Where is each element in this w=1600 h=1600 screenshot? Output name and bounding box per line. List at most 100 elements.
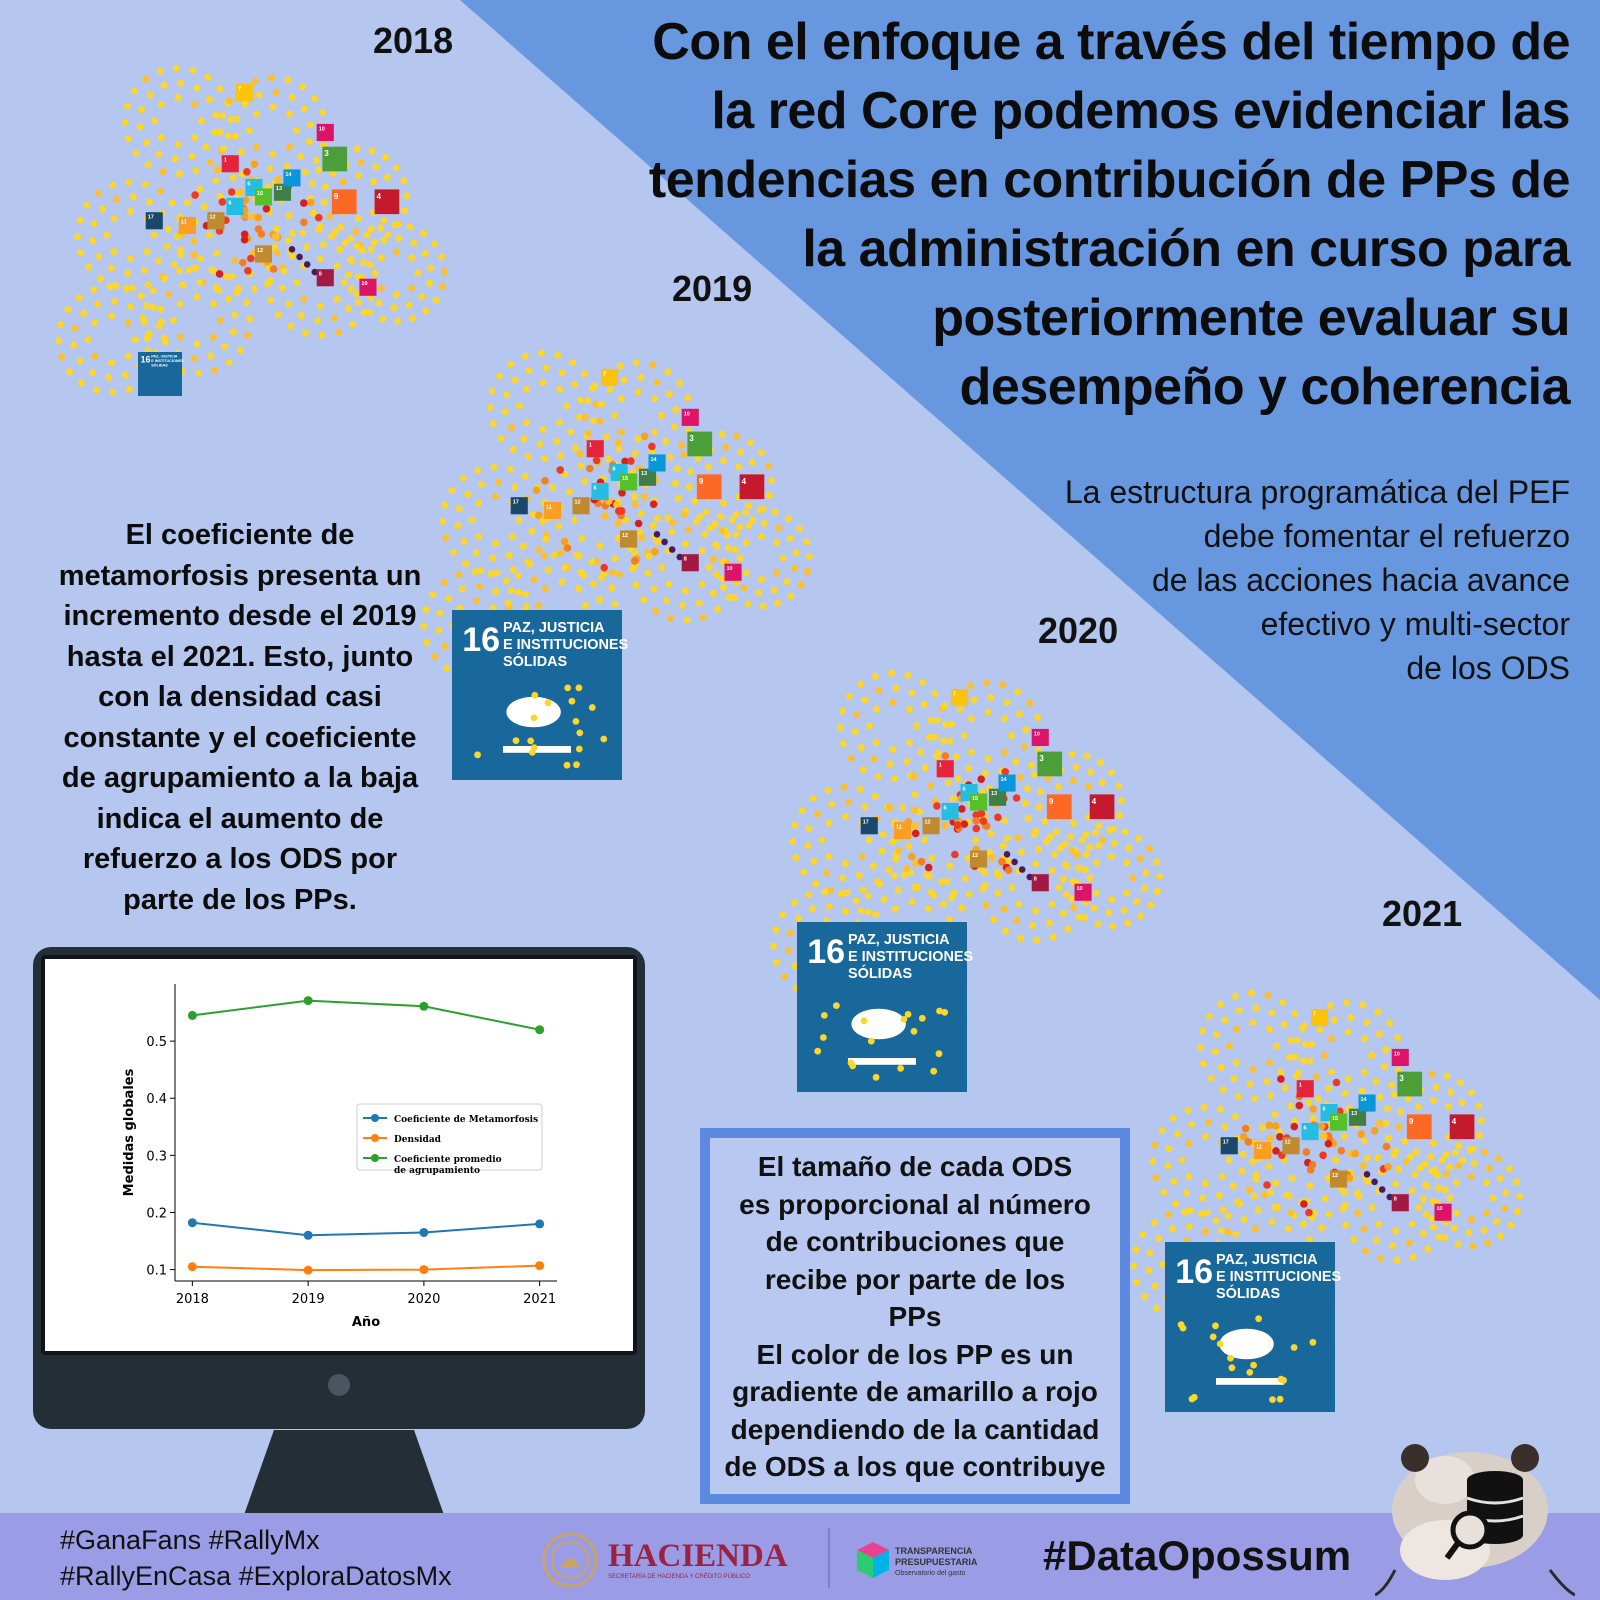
pp-node: [892, 684, 900, 692]
pp-node: [121, 371, 129, 379]
pp-node: [775, 524, 783, 532]
pp-node: [888, 669, 895, 677]
pp-node: [138, 106, 146, 114]
pp-node: [327, 233, 335, 241]
sdg16-number: 16: [462, 621, 500, 659]
pp-node: [1217, 1000, 1225, 1008]
pp-node: [588, 558, 596, 566]
sdg-tile-icon: [316, 123, 334, 141]
pp-node: [488, 387, 496, 395]
pp-node: [872, 739, 880, 747]
pp-node: [299, 83, 307, 91]
text-line: refuerzo a los ODS por: [82, 843, 398, 875]
pp-node: [189, 250, 198, 259]
pp-node: [422, 606, 430, 614]
pp-node: [958, 904, 966, 912]
pp-node: [1033, 936, 1041, 944]
pp-node: [223, 273, 231, 281]
pp-node: [250, 285, 258, 293]
pp-node: [1211, 1048, 1219, 1056]
pp-node: [123, 102, 131, 110]
pp-node: [987, 694, 995, 701]
pp-node: [889, 746, 897, 753]
pp-node: [791, 821, 799, 829]
x-tick-label: 2020: [407, 1292, 440, 1307]
pp-node: [297, 312, 305, 319]
pp-node: [1395, 1123, 1403, 1131]
sdg-tile-icon: [331, 189, 357, 215]
pp-node: [1177, 1321, 1185, 1329]
pp-node: [772, 926, 780, 934]
pp-node: [1288, 1174, 1296, 1182]
pp-node: [184, 199, 191, 206]
pp-node: [954, 775, 962, 783]
pp-node: [596, 417, 604, 425]
pp-node: [666, 390, 673, 398]
sdg-tile-icon: [724, 563, 742, 581]
pp-node: [489, 604, 497, 612]
pp-node: [125, 178, 133, 186]
pp-node: [577, 569, 585, 576]
pp-node: [1044, 774, 1052, 782]
pp-node: [319, 241, 327, 248]
pp-node: [1070, 819, 1077, 827]
pp-node: [216, 128, 224, 136]
sdg-tile-number: 1: [1299, 1083, 1302, 1089]
pp-node: [210, 300, 218, 308]
sdg-tile-icon: [922, 817, 940, 835]
pp-node: [1442, 1150, 1450, 1158]
pp-node: [237, 346, 245, 354]
pp-node: [284, 237, 292, 245]
sdg-tile-icon: [226, 197, 244, 215]
pp-node: [640, 493, 649, 501]
pp-node: [1281, 1021, 1288, 1028]
pp-node: [1384, 1163, 1392, 1171]
sdg-tile-number: 10: [1034, 731, 1040, 737]
pp-node: [640, 432, 649, 441]
pp-node: [176, 170, 183, 178]
background-triangle: [460, 0, 1600, 1000]
pp-node: [606, 386, 614, 393]
pp-node: [1483, 1179, 1491, 1187]
pp-node: [1105, 909, 1113, 917]
pp-node: [317, 255, 324, 263]
pp-node: [902, 864, 911, 873]
sdg16-label: SÓLIDAS: [503, 652, 568, 670]
sdg-tile-number: 13: [991, 791, 997, 797]
pp-node: [1377, 1254, 1385, 1262]
pp-node: [522, 603, 530, 611]
pp-node: [1357, 1130, 1365, 1138]
sdg16-label: SÓLIDAS: [1216, 1284, 1281, 1302]
pp-node: [76, 357, 84, 365]
pp-node: [535, 546, 543, 554]
pp-node: [1375, 1119, 1384, 1128]
pp-node: [1224, 1228, 1232, 1236]
pp-node: [986, 848, 994, 856]
pp-node: [473, 597, 480, 605]
pp-node: [246, 127, 253, 134]
pp-node: [1185, 1223, 1193, 1230]
series-point: [535, 1261, 545, 1271]
pp-node: [1064, 925, 1072, 933]
pp-node: [549, 484, 556, 491]
pp-node: [637, 510, 645, 518]
pp-node: [193, 84, 201, 92]
pp-node: [791, 564, 799, 572]
pp-node: [758, 533, 765, 541]
pp-node: [568, 697, 576, 705]
pp-node: [1008, 884, 1016, 891]
pp-node: [1458, 1099, 1466, 1106]
pp-node: [1469, 1242, 1477, 1250]
pp-node: [532, 486, 541, 495]
y-tick-label: 0.4: [146, 1092, 167, 1107]
sdg-tile-icon: [601, 368, 619, 386]
pp-node: [1016, 710, 1023, 718]
pp-node: [1165, 1211, 1173, 1219]
pp-node: [1216, 1105, 1224, 1113]
pp-node: [557, 549, 564, 557]
pp-node: [742, 539, 750, 547]
pp-node: [1151, 1141, 1159, 1149]
pp-node: [497, 434, 505, 442]
pp-node: [1110, 839, 1118, 847]
pp-node: [1052, 828, 1060, 836]
